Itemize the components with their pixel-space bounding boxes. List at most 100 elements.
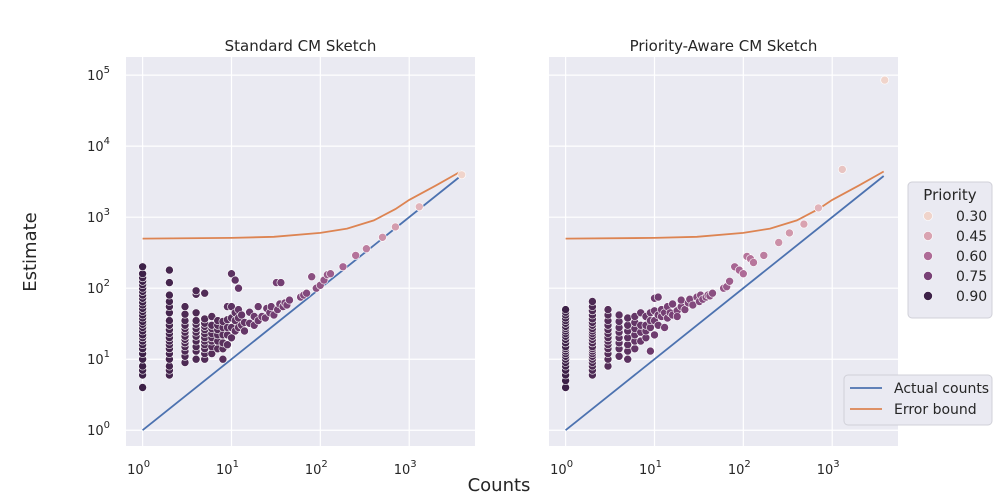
data-point	[191, 354, 201, 364]
x-tick-label: 103	[394, 459, 417, 478]
priority-legend-label: 0.30	[956, 209, 987, 225]
priority-legend-marker	[923, 291, 933, 301]
data-point	[165, 278, 174, 287]
panel-title-standard: Standard CM Sketch	[225, 37, 377, 55]
data-point	[218, 354, 228, 364]
error-bound-line	[142, 170, 462, 240]
data-point	[230, 275, 240, 285]
lines-standard	[142, 170, 462, 431]
data-point	[165, 265, 174, 275]
data-point	[650, 330, 659, 340]
data-point	[285, 295, 294, 305]
data-point	[646, 346, 655, 356]
panel-title-priority-aware: Priority-Aware CM Sketch	[630, 37, 818, 55]
data-point	[623, 313, 633, 323]
data-point	[362, 244, 371, 253]
data-point	[680, 305, 690, 314]
data-point	[660, 323, 669, 332]
y-tick-label: 101	[87, 349, 110, 368]
data-point	[799, 219, 809, 229]
data-point	[414, 202, 424, 212]
data-point	[837, 165, 847, 174]
actual-counts-line	[142, 175, 462, 431]
plot-area-priority-aware	[549, 57, 898, 446]
priority-legend-title: Priority	[923, 186, 977, 204]
data-point	[603, 305, 613, 314]
x-ticks-priority-aware: 100 101 102 103	[550, 459, 840, 478]
data-point	[630, 344, 640, 354]
data-point	[276, 278, 286, 287]
x-axis-label: Counts	[468, 475, 531, 496]
data-point	[227, 333, 236, 343]
y-tick-label: 103	[87, 207, 110, 226]
data-point	[880, 75, 890, 85]
data-point	[180, 302, 190, 311]
data-point	[588, 297, 597, 306]
data-point	[351, 251, 361, 260]
data-point	[668, 299, 677, 309]
priority-legend: Priority 0.30 0.45 0.60 0.75 0.90	[907, 181, 993, 319]
data-point	[378, 233, 387, 242]
actual-counts-line	[565, 175, 885, 431]
panel-priority-aware: Priority-Aware CM Sketch 100 101 102 103	[549, 37, 898, 478]
data-point	[138, 383, 147, 392]
data-point	[191, 316, 201, 325]
lines-priority-aware	[565, 170, 885, 431]
data-point	[191, 286, 201, 296]
priority-legend-marker	[923, 271, 933, 281]
data-point	[738, 269, 748, 279]
x-tick-label: 102	[305, 459, 328, 478]
data-point	[759, 251, 769, 260]
data-point	[326, 269, 335, 279]
data-point	[614, 310, 624, 320]
y-axis-label: Estimate	[20, 212, 41, 292]
data-point	[623, 354, 633, 364]
x-tick-label: 100	[127, 459, 150, 478]
y-tick-label: 100	[87, 420, 110, 439]
priority-legend-marker	[923, 211, 933, 221]
data-point	[237, 310, 246, 320]
data-point	[672, 312, 682, 321]
panel-standard: Standard CM Sketch 100 101 102 103 10010110…	[87, 37, 475, 478]
data-point	[338, 262, 348, 272]
data-point	[391, 222, 400, 232]
y-tick-label: 104	[87, 136, 110, 155]
data-point	[200, 288, 209, 298]
priority-legend-label: 0.45	[956, 229, 987, 245]
data-point	[561, 305, 570, 314]
line-legend-label: Error bound	[894, 402, 977, 418]
data-point	[165, 316, 174, 325]
plot-area-standard	[126, 57, 475, 446]
points-priority-aware	[561, 75, 890, 392]
data-point	[234, 283, 243, 293]
y-ticks-standard: 100 101 102 103 104 105	[87, 65, 110, 439]
data-point	[307, 272, 317, 282]
data-point	[302, 288, 311, 298]
data-point	[614, 351, 624, 361]
data-point	[688, 300, 698, 310]
priority-legend-marker	[923, 231, 933, 241]
data-point	[725, 276, 734, 286]
data-point	[200, 314, 209, 324]
x-tick-label: 102	[728, 459, 751, 478]
priority-legend-marker	[923, 251, 933, 261]
data-point	[785, 228, 794, 238]
data-point	[774, 238, 784, 247]
line-legend-label: Actual counts	[894, 381, 989, 397]
data-point	[653, 292, 663, 302]
data-point	[138, 262, 147, 272]
data-point	[165, 290, 174, 300]
y-tick-label: 102	[87, 278, 110, 297]
data-point	[227, 269, 236, 279]
data-point	[253, 302, 263, 311]
x-tick-label: 101	[216, 459, 239, 478]
x-tick-label: 103	[817, 459, 840, 478]
points-standard	[138, 170, 467, 392]
priority-legend-label: 0.90	[956, 289, 987, 305]
x-ticks-standard: 100 101 102 103	[127, 459, 417, 478]
data-point	[457, 170, 467, 180]
data-point	[207, 312, 217, 321]
data-point	[749, 258, 758, 267]
data-point	[180, 309, 190, 319]
data-point	[814, 203, 823, 213]
